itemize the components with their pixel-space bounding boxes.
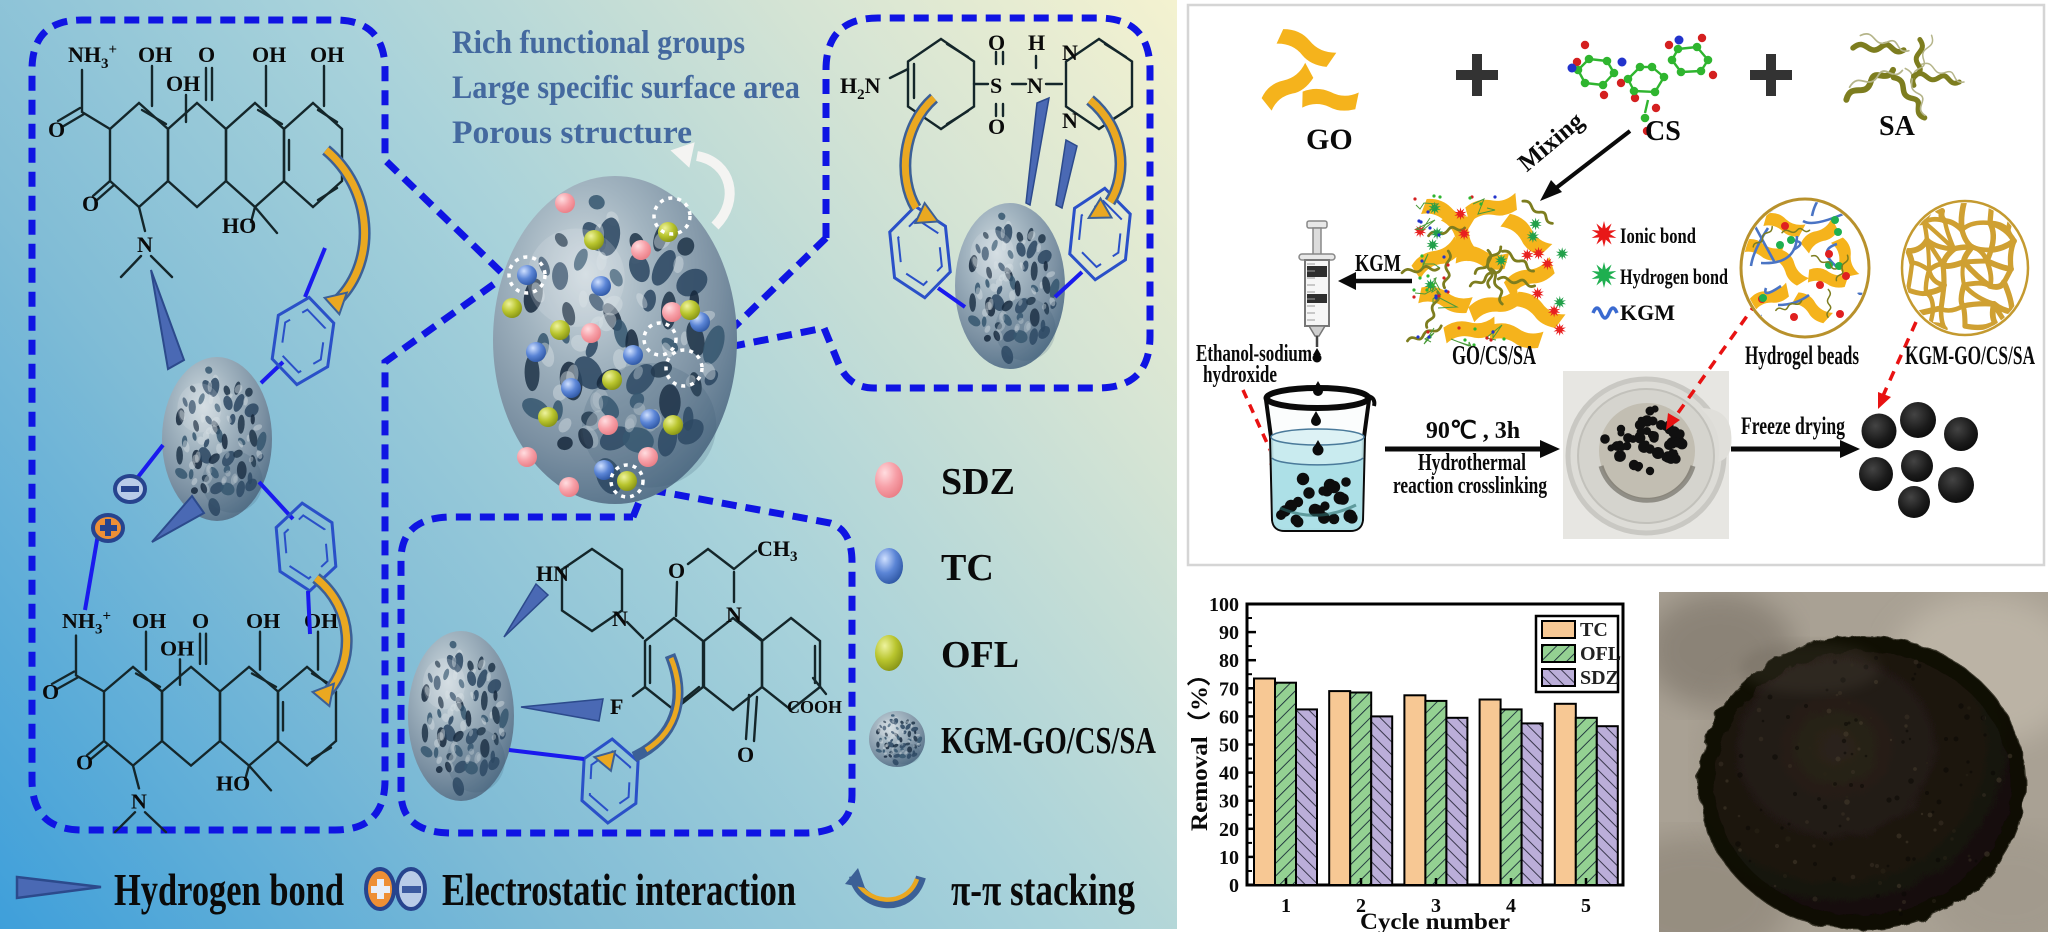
svg-text:O: O: [668, 558, 685, 583]
svg-text:100: 100: [1209, 594, 1239, 616]
svg-text:Large specific surface area: Large specific surface area: [452, 70, 800, 106]
svg-text:OFL: OFL: [941, 634, 1019, 676]
svg-text:4: 4: [1506, 895, 1516, 917]
svg-text:1: 1: [1281, 895, 1291, 917]
svg-text:Removal（%）: Removal（%）: [1186, 661, 1212, 831]
svg-text:N: N: [612, 606, 628, 631]
svg-text:OH: OH: [252, 42, 286, 67]
svg-text:HN: HN: [536, 561, 569, 586]
svg-text:2: 2: [1356, 895, 1366, 917]
svg-text:H: H: [1028, 30, 1045, 55]
svg-text:π-π stacking: π-π stacking: [951, 864, 1135, 915]
svg-text:SDZ: SDZ: [941, 461, 1015, 503]
svg-text:GO/CS/SA: GO/CS/SA: [1452, 340, 1536, 370]
svg-text:O: O: [988, 114, 1005, 139]
svg-text:N: N: [726, 602, 742, 627]
svg-text:Ionic bond: Ionic bond: [1620, 223, 1696, 248]
svg-text:TC: TC: [941, 547, 994, 589]
svg-text:0: 0: [1229, 875, 1239, 897]
svg-text:COOH: COOH: [787, 697, 842, 717]
svg-text:Hydrogen bond: Hydrogen bond: [1620, 264, 1728, 289]
svg-text:N: N: [137, 232, 153, 257]
svg-text:CS: CS: [1645, 116, 1681, 147]
svg-text:Electrostatic interaction: Electrostatic interaction: [442, 864, 796, 915]
svg-text:10: 10: [1219, 847, 1239, 869]
svg-text:OH: OH: [138, 42, 172, 67]
svg-text:3: 3: [1431, 895, 1441, 917]
svg-text:5: 5: [1581, 895, 1591, 917]
svg-text:30: 30: [1219, 791, 1239, 813]
svg-text:O: O: [988, 30, 1005, 55]
svg-text:O: O: [82, 191, 99, 216]
svg-text:N: N: [1062, 108, 1078, 133]
svg-text:Rich functional groups: Rich functional groups: [452, 25, 745, 61]
svg-text:Hydrogel beads: Hydrogel beads: [1745, 341, 1859, 370]
svg-text:KGM-GO/CS/SA: KGM-GO/CS/SA: [1905, 341, 2035, 370]
svg-text:Hydrogen bond: Hydrogen bond: [114, 864, 344, 915]
svg-text:50: 50: [1219, 735, 1239, 757]
svg-text:O: O: [198, 42, 215, 67]
svg-text:HO: HO: [222, 213, 256, 238]
svg-text:Cycle number: Cycle number: [1360, 909, 1510, 932]
svg-text:70: 70: [1219, 678, 1239, 700]
svg-text:OFL: OFL: [1580, 643, 1621, 665]
svg-text:S: S: [990, 73, 1002, 98]
svg-text:Hydrothermal: Hydrothermal: [1418, 450, 1526, 476]
svg-text:N: N: [1027, 73, 1043, 98]
svg-text:OH: OH: [310, 42, 344, 67]
svg-text:80: 80: [1219, 650, 1239, 672]
svg-text:SA: SA: [1879, 111, 1916, 142]
svg-text:40: 40: [1219, 763, 1239, 785]
svg-text:F: F: [610, 694, 623, 719]
svg-text:N: N: [1062, 40, 1078, 65]
svg-text:Ethanol-sodium: Ethanol-sodium: [1196, 341, 1312, 367]
svg-text:KGM-GO/CS/SA: KGM-GO/CS/SA: [941, 720, 1156, 762]
svg-text:60: 60: [1219, 706, 1239, 728]
svg-text:90℃ , 3h: 90℃ , 3h: [1426, 418, 1520, 444]
svg-text:GO: GO: [1306, 123, 1353, 156]
svg-text:KGM: KGM: [1620, 300, 1675, 325]
svg-text:TC: TC: [1580, 619, 1608, 641]
svg-text:Freeze drying: Freeze drying: [1741, 413, 1845, 440]
svg-text:O: O: [737, 742, 754, 767]
svg-text:90: 90: [1219, 622, 1239, 644]
svg-text:Porous structure: Porous structure: [452, 115, 692, 151]
svg-text:O: O: [48, 117, 65, 142]
svg-text:reaction crosslinking: reaction crosslinking: [1393, 473, 1547, 499]
svg-text:hydroxide: hydroxide: [1203, 362, 1277, 388]
svg-text:SDZ: SDZ: [1580, 667, 1619, 689]
svg-text:20: 20: [1219, 819, 1239, 841]
svg-text:OH: OH: [166, 71, 200, 96]
svg-text:KGM: KGM: [1355, 251, 1401, 277]
